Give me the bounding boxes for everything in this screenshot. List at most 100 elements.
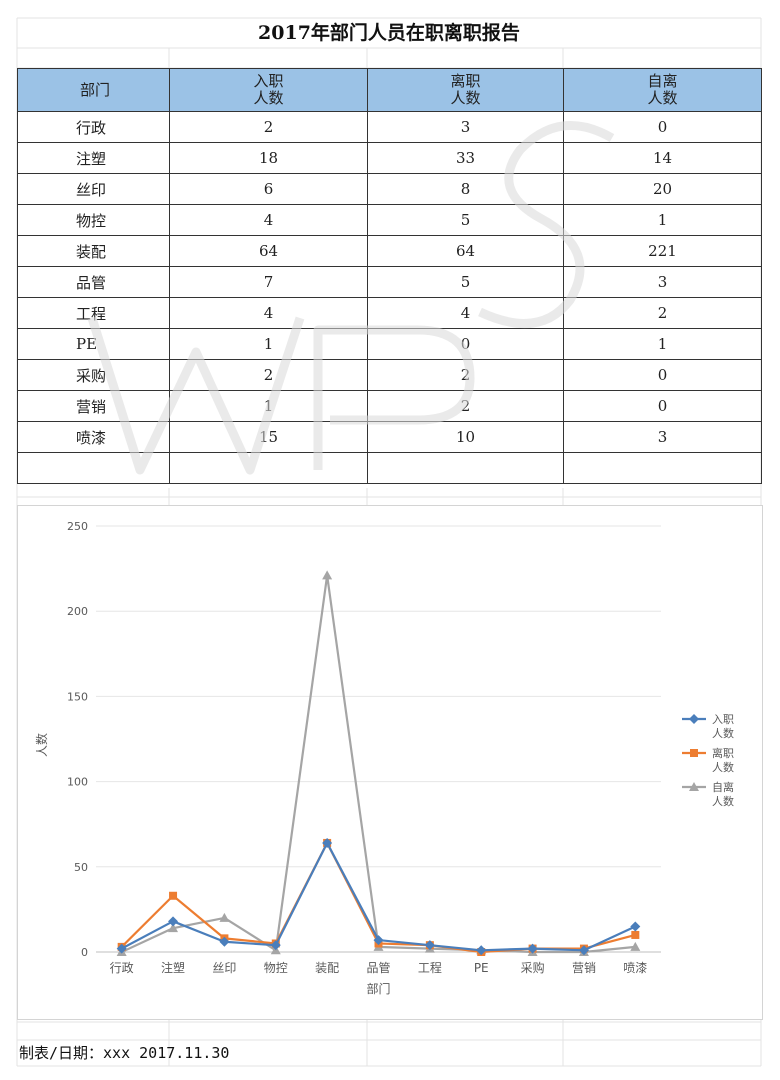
line-chart[interactable]: 0 50 100 150 200 250 行政 注塑 丝印 物控 装配 品管 工程 PE 采购 营销 喷漆 部门 人… [17,505,763,1020]
cell-left: 2 [367,359,564,391]
data-point-2 [322,570,333,580]
x-tick-label: 丝印 [212,961,236,975]
table-row: PE 1 0 1 [17,328,762,360]
data-point-0 [219,936,230,947]
data-point-1 [631,930,640,939]
table-row: 物控 4 5 1 [17,204,762,236]
y-axis-title: 人数 [34,733,49,757]
header-dept-label: 部门 [80,80,111,99]
x-tick-label: 喷漆 [623,961,647,975]
y-tick-label: 250 [67,520,88,533]
y-tick-label: 100 [67,776,88,789]
x-tick-label: 物控 [264,961,288,975]
cell-dept: 行政 [17,111,170,143]
cell-hired: 6 [169,173,368,205]
cell-self-left: 20 [563,173,762,205]
cell-left: 8 [367,173,564,205]
legend-label-line1: 自离 [712,780,734,794]
table-row-empty [17,452,762,484]
y-tick-label: 0 [81,946,88,959]
header-hired-line1: 入职 [253,72,284,90]
cell-hired: 1 [169,390,368,422]
cell-left: 2 [367,390,564,422]
cell-dept: 装配 [17,235,170,267]
table-row: 丝印 6 8 20 [17,173,762,205]
cell-self-left: 14 [563,142,762,174]
table-row: 装配 64 64 221 [17,235,762,267]
x-tick-label: 行政 [110,961,134,975]
table-row: 营销 1 2 0 [17,390,762,422]
x-tick-label: 营销 [572,961,596,975]
series-line-0 [121,841,636,952]
data-point-0 [476,945,487,956]
data-point-0 [578,945,589,956]
cell-left: 5 [367,266,564,298]
table-row: 工程 4 4 2 [17,297,762,329]
cell-self-left: 0 [563,390,762,422]
legend-marker-0 [689,714,699,724]
header-dept: 部门 [17,68,170,112]
cell-dept: PE [17,328,170,360]
legend-label-line2: 人数 [712,761,734,774]
footer-author-date: 制表/日期：xxx 2017.11.30 [19,1044,230,1062]
cell-hired: 4 [169,297,368,329]
cell-self-left: 0 [563,111,762,143]
data-point-0 [270,940,281,951]
data-point-1 [169,891,178,900]
legend-label-line2: 人数 [712,727,734,740]
cell-self-left: 2 [563,297,762,329]
cell-hired: 4 [169,204,368,236]
header-hired-line2: 人数 [253,89,284,107]
header-left: 离职 人数 [367,68,564,112]
table-row: 采购 2 2 0 [17,359,762,391]
cell-empty [17,452,170,484]
x-tick-label: 工程 [418,960,442,975]
cell-hired: 1 [169,328,368,360]
cell-dept: 注塑 [17,142,170,174]
cell-self-left: 3 [563,266,762,298]
series-line-2 [121,574,636,954]
cell-left: 3 [367,111,564,143]
cell-left: 4 [367,297,564,329]
legend-label-line1: 入职 [712,713,734,726]
header-self-left-line2: 人数 [647,89,678,107]
cell-empty [367,452,564,484]
cell-dept: 物控 [17,204,170,236]
data-point-0 [424,940,435,951]
cell-empty [169,452,368,484]
cell-dept: 营销 [17,390,170,422]
table-row: 品管 7 5 3 [17,266,762,298]
cell-left: 0 [367,328,564,360]
data-point-0 [373,935,384,946]
cell-dept: 品管 [17,266,170,298]
cell-self-left: 1 [563,204,762,236]
table-row: 注塑 18 33 14 [17,142,762,174]
cell-hired: 2 [169,111,368,143]
table-row: 行政 2 3 0 [17,111,762,143]
x-tick-label: 装配 [315,961,339,975]
x-tick-label: 采购 [521,960,545,975]
cell-left: 64 [367,235,564,267]
y-tick-label: 200 [67,605,88,618]
header-self-left: 自离 人数 [563,68,762,112]
cell-self-left: 0 [563,359,762,391]
cell-empty [563,452,762,484]
data-point-0 [630,921,641,932]
cell-dept: 丝印 [17,173,170,205]
x-tick-label: 品管 [366,960,390,975]
table-header-row: 部门 入职 人数 离职 人数 自离 人数 [17,68,762,112]
data-point-0 [116,943,127,954]
x-tick-label: 注塑 [161,960,185,975]
data-point-0 [322,837,333,848]
cell-self-left: 1 [563,328,762,360]
cell-dept: 喷漆 [17,421,170,453]
data-point-2 [630,941,641,951]
cell-hired: 2 [169,359,368,391]
data-point-0 [527,943,538,954]
cell-left: 10 [367,421,564,453]
cell-dept: 工程 [17,297,170,329]
legend-label-line1: 离职 [712,746,734,760]
legend-marker-1 [690,749,698,757]
header-self-left-line1: 自离 [647,72,678,90]
